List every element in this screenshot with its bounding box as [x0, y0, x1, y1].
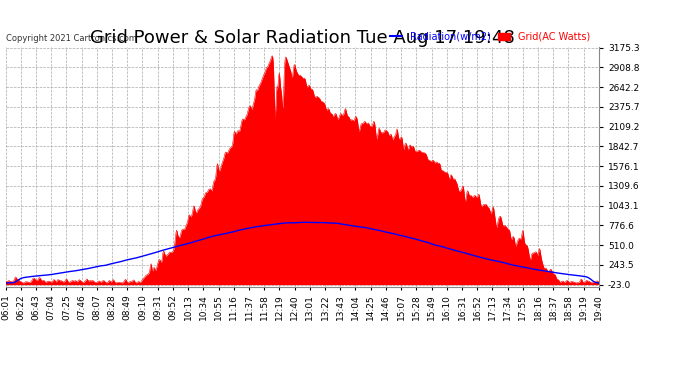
Legend: Radiation(w/m2), Grid(AC Watts): Radiation(w/m2), Grid(AC Watts) [386, 28, 594, 45]
Text: Copyright 2021 Cartronics.com: Copyright 2021 Cartronics.com [6, 34, 137, 43]
Title: Grid Power & Solar Radiation Tue Aug 17 19:48: Grid Power & Solar Radiation Tue Aug 17 … [90, 29, 515, 47]
